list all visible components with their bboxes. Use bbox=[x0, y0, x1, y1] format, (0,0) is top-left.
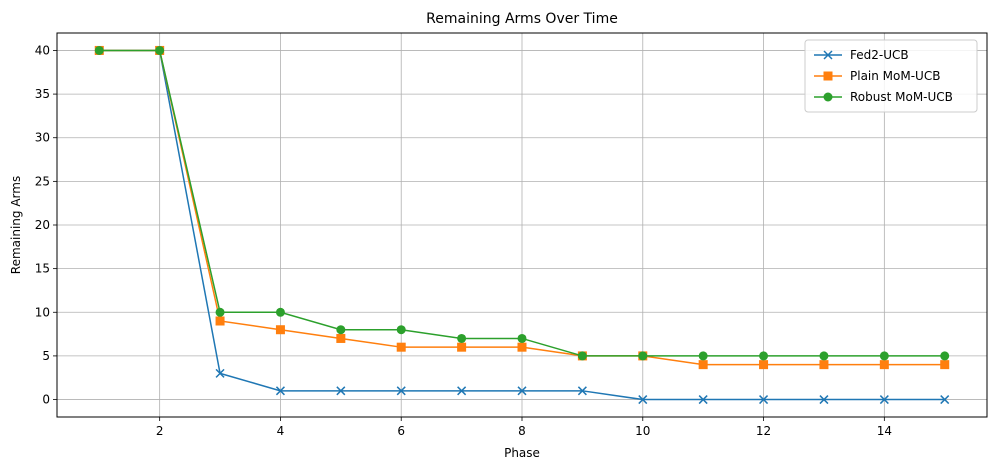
data-point bbox=[275, 386, 285, 396]
data-point bbox=[517, 333, 527, 343]
legend-entry: Robust MoM-UCB bbox=[814, 90, 953, 104]
legend-entry: Fed2-UCB bbox=[814, 48, 909, 62]
data-point bbox=[275, 307, 285, 317]
legend-label: Fed2-UCB bbox=[850, 48, 909, 62]
legend-label: Robust MoM-UCB bbox=[850, 90, 953, 104]
data-point bbox=[940, 395, 950, 405]
y-tick-label: 15 bbox=[35, 262, 50, 276]
y-tick-label: 0 bbox=[42, 393, 50, 407]
data-point bbox=[638, 395, 648, 405]
data-point bbox=[517, 342, 527, 352]
y-axis-label: Remaining Arms bbox=[9, 176, 23, 274]
y-tick-label: 35 bbox=[35, 87, 50, 101]
data-point bbox=[336, 333, 346, 343]
legend: Fed2-UCB Plain MoM-UCB Robust MoM-UCB bbox=[804, 39, 978, 113]
legend-box bbox=[804, 39, 978, 113]
legend-label: Plain MoM-UCB bbox=[850, 69, 940, 83]
legend-marker bbox=[823, 71, 833, 81]
x-tick-label: 6 bbox=[397, 424, 405, 438]
series-robust-mom-ucb bbox=[94, 45, 950, 361]
y-tick-label: 10 bbox=[35, 305, 50, 319]
data-point bbox=[698, 395, 708, 405]
y-tick-label: 30 bbox=[35, 131, 50, 145]
x-tick-label: 14 bbox=[877, 424, 892, 438]
data-point bbox=[819, 351, 829, 361]
data-point bbox=[638, 351, 648, 361]
y-tick-label: 25 bbox=[35, 174, 50, 188]
y-tick-label: 40 bbox=[35, 43, 50, 57]
data-point bbox=[517, 386, 527, 396]
x-tick-label: 10 bbox=[635, 424, 650, 438]
data-point bbox=[577, 351, 587, 361]
data-point bbox=[155, 45, 165, 55]
data-point bbox=[336, 386, 346, 396]
x-tick-label: 4 bbox=[277, 424, 285, 438]
data-point bbox=[879, 351, 889, 361]
grid bbox=[57, 33, 987, 417]
chart-title: Remaining Arms Over Time bbox=[426, 11, 618, 27]
data-point bbox=[396, 342, 406, 352]
y-tick-label: 5 bbox=[42, 349, 50, 363]
data-point bbox=[759, 360, 769, 370]
data-point bbox=[457, 342, 467, 352]
data-point bbox=[215, 316, 225, 326]
data-point bbox=[879, 360, 889, 370]
legend-marker bbox=[823, 92, 833, 102]
series-fed2-ucb bbox=[94, 45, 950, 405]
x-tick-label: 2 bbox=[156, 424, 164, 438]
data-point bbox=[215, 307, 225, 317]
data-point bbox=[275, 325, 285, 335]
data-point bbox=[336, 325, 346, 335]
data-point bbox=[396, 386, 406, 396]
data-point bbox=[819, 360, 829, 370]
data-point bbox=[759, 351, 769, 361]
data-point bbox=[819, 395, 829, 405]
data-point bbox=[940, 351, 950, 361]
series-layer bbox=[94, 45, 950, 405]
data-point bbox=[577, 386, 587, 396]
legend-entry: Plain MoM-UCB bbox=[814, 69, 940, 83]
x-axis-label: Phase bbox=[504, 446, 540, 460]
data-point bbox=[698, 351, 708, 361]
x-tick-label: 12 bbox=[756, 424, 771, 438]
x-tick-label: 8 bbox=[518, 424, 526, 438]
y-tick-label: 20 bbox=[35, 218, 50, 232]
data-point bbox=[940, 360, 950, 370]
data-point bbox=[215, 368, 225, 378]
legend-marker bbox=[823, 50, 833, 60]
data-point bbox=[457, 386, 467, 396]
ticks: 2 4 6 8 10 12 14 0 5 10 15 20 25 30 35 40 bbox=[35, 43, 892, 438]
data-point bbox=[396, 325, 406, 335]
data-point bbox=[759, 395, 769, 405]
data-point bbox=[94, 45, 104, 55]
data-point bbox=[457, 333, 467, 343]
data-point bbox=[698, 360, 708, 370]
data-point bbox=[879, 395, 889, 405]
